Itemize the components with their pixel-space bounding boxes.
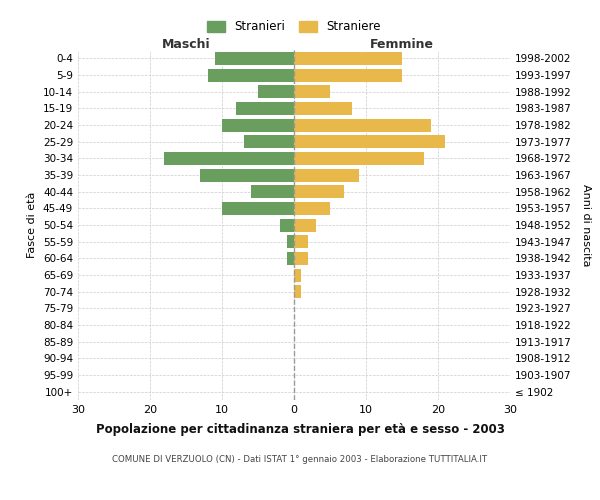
Bar bbox=[258, 85, 294, 98]
Legend: Stranieri, Straniere: Stranieri, Straniere bbox=[202, 16, 386, 38]
Bar bbox=[294, 285, 301, 298]
Bar bbox=[222, 202, 294, 215]
Bar bbox=[287, 252, 294, 265]
Bar bbox=[236, 102, 294, 115]
Bar bbox=[280, 218, 294, 232]
Y-axis label: Anni di nascita: Anni di nascita bbox=[581, 184, 591, 266]
Bar bbox=[208, 68, 294, 82]
Bar bbox=[200, 168, 294, 181]
Bar bbox=[294, 135, 445, 148]
Bar bbox=[294, 168, 359, 181]
Bar bbox=[294, 218, 316, 232]
Bar bbox=[294, 85, 330, 98]
Bar bbox=[294, 52, 402, 65]
Bar bbox=[164, 152, 294, 165]
Text: Maschi: Maschi bbox=[161, 38, 211, 51]
Bar bbox=[294, 118, 431, 132]
Bar bbox=[294, 68, 402, 82]
Bar bbox=[287, 235, 294, 248]
Bar bbox=[294, 185, 344, 198]
Text: Femmine: Femmine bbox=[370, 38, 434, 51]
Text: COMUNE DI VERZUOLO (CN) - Dati ISTAT 1° gennaio 2003 - Elaborazione TUTTITALIA.I: COMUNE DI VERZUOLO (CN) - Dati ISTAT 1° … bbox=[112, 455, 488, 464]
Bar bbox=[294, 252, 308, 265]
Bar bbox=[294, 202, 330, 215]
Text: Popolazione per cittadinanza straniera per età e sesso - 2003: Popolazione per cittadinanza straniera p… bbox=[95, 422, 505, 436]
Y-axis label: Fasce di età: Fasce di età bbox=[28, 192, 37, 258]
Bar bbox=[294, 152, 424, 165]
Bar bbox=[244, 135, 294, 148]
Bar bbox=[215, 52, 294, 65]
Bar bbox=[251, 185, 294, 198]
Bar bbox=[294, 268, 301, 281]
Bar bbox=[294, 235, 308, 248]
Bar bbox=[294, 102, 352, 115]
Bar bbox=[222, 118, 294, 132]
